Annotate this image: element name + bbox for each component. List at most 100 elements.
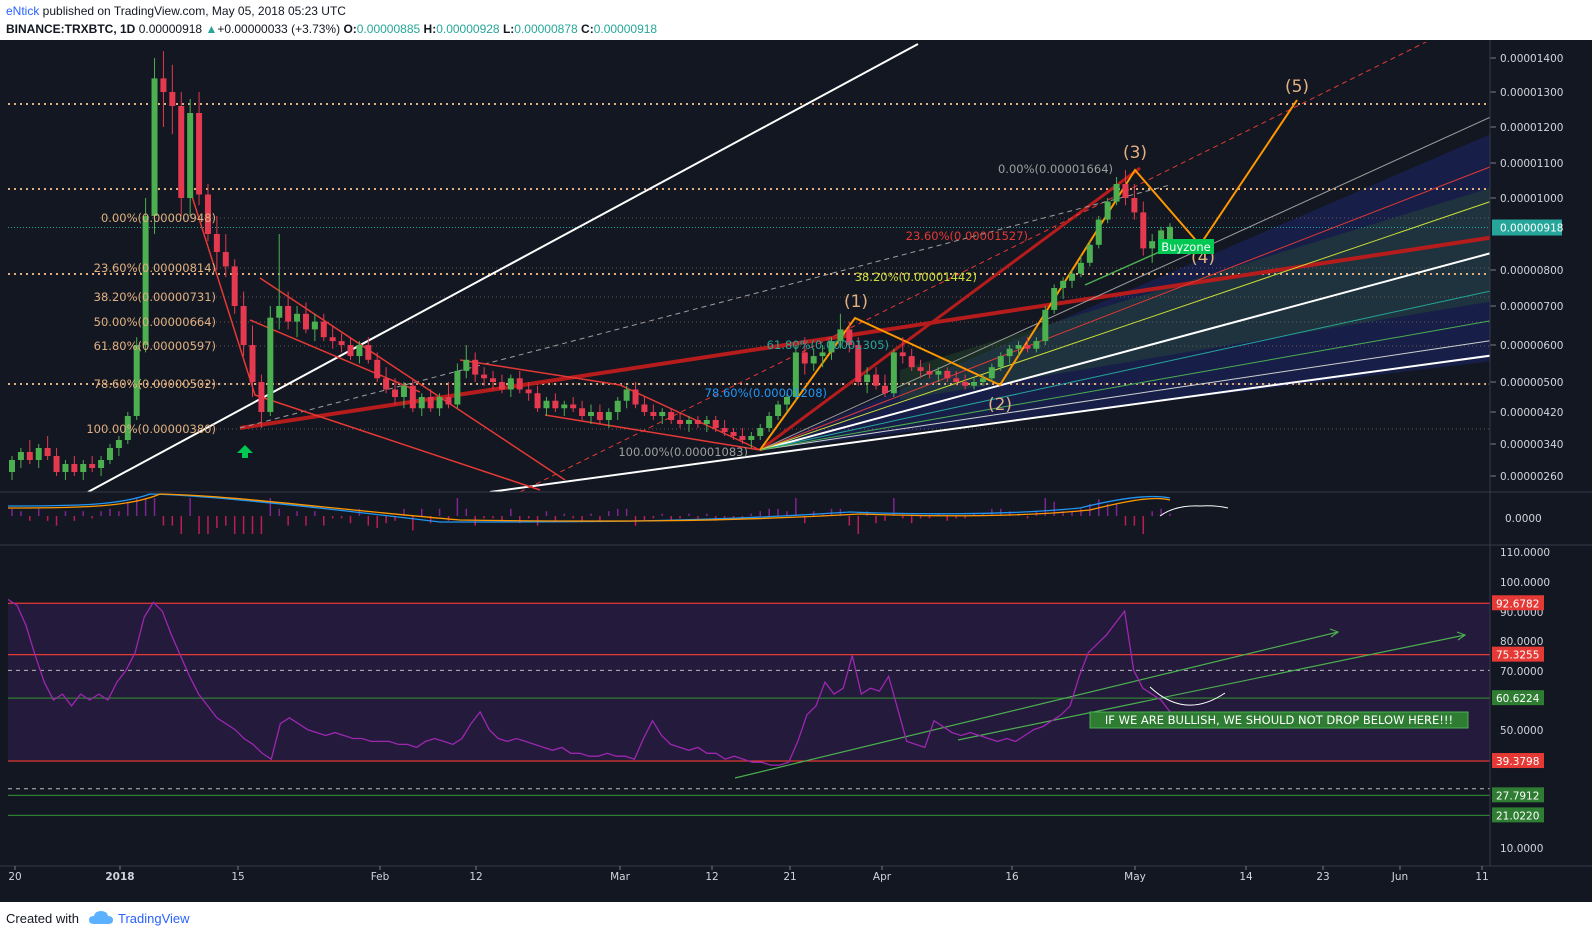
candle — [1042, 306, 1049, 345]
candle — [1104, 198, 1111, 224]
candle — [1095, 216, 1102, 249]
candle — [1006, 345, 1013, 364]
candle — [80, 460, 87, 480]
candle — [766, 412, 773, 432]
candle — [588, 404, 594, 424]
candle — [1086, 241, 1093, 267]
candle — [775, 400, 782, 420]
fib-level-label: 38.20%(0.00000731) — [94, 290, 216, 304]
candle — [53, 448, 60, 476]
rsi-level-badge — [1492, 690, 1544, 706]
candle — [115, 436, 122, 456]
open-label: O: — [343, 22, 357, 36]
current-price-badge — [1492, 219, 1562, 236]
rsi-level-label: 92.6782 — [1496, 598, 1539, 610]
candle — [1140, 201, 1147, 256]
symbol-label[interactable]: BINANCE:TRXBTC, 1D — [6, 22, 136, 36]
candle — [908, 348, 915, 371]
candle — [302, 302, 309, 334]
candle — [837, 313, 844, 349]
tradingview-link[interactable]: TradingView — [118, 911, 190, 926]
candle — [436, 393, 443, 416]
rsi-level-label: 27.7912 — [1496, 790, 1539, 802]
time-tick-label: 15 — [231, 871, 244, 883]
candle — [481, 367, 488, 386]
candle — [338, 333, 345, 353]
candle — [855, 337, 862, 386]
fib-level-label: 78.60%(0.00000502) — [94, 377, 216, 391]
fib-level-label: 23.60%(0.00000814) — [94, 261, 216, 275]
rsi-tick-label: 80.0000 — [1500, 636, 1543, 648]
macd-pane — [0, 491, 1592, 546]
candle — [133, 337, 140, 420]
candle — [748, 432, 755, 448]
candle — [1060, 277, 1067, 299]
candle — [98, 456, 105, 476]
candle — [997, 352, 1004, 371]
candle — [534, 385, 541, 412]
chart-canvas[interactable]: 0.00%(0.00000948) 23.60%(0.00000814) 38.20… — [0, 40, 1592, 902]
up-arrow-icon — [237, 445, 253, 458]
candle — [320, 313, 327, 342]
candle — [356, 341, 363, 364]
candle — [213, 216, 220, 270]
footer-bar: Created with TradingView — [0, 902, 1592, 934]
rsi-level-label: 75.3255 — [1496, 650, 1539, 662]
candle — [899, 337, 906, 364]
rsi-level-label: 39.3798 — [1496, 756, 1539, 768]
candle — [124, 412, 131, 444]
time-tick-label: 23 — [1316, 871, 1329, 883]
candle — [1051, 284, 1058, 314]
candle — [285, 291, 292, 330]
candle — [1069, 270, 1076, 288]
candle — [26, 440, 33, 464]
fib-level-label: 100.00%(0.00000380) — [86, 422, 216, 436]
candle — [267, 306, 274, 416]
open-value: 0.00000885 — [356, 22, 421, 36]
rsi-level-badge — [1492, 595, 1544, 611]
candle — [409, 378, 416, 412]
fib-level-label: 100.00%(0.00001083) — [618, 445, 748, 459]
price-tick-label: 0.00000700 — [1500, 301, 1563, 313]
low-value: 0.00000878 — [514, 22, 578, 36]
time-tick-label: 20 — [8, 871, 21, 883]
candle — [561, 400, 568, 416]
rsi-axis: 110.0000100.000090.000080.000070.000050.… — [1492, 547, 1550, 855]
time-tick-label: Feb — [371, 871, 390, 883]
rsi-level-badge — [1492, 646, 1544, 662]
candle — [1015, 341, 1022, 357]
candle — [1131, 184, 1138, 220]
candle — [828, 337, 835, 360]
time-tick-label: 21 — [783, 871, 796, 883]
candle — [917, 359, 924, 379]
candle — [418, 393, 425, 416]
candle — [650, 404, 657, 420]
candle — [71, 456, 78, 476]
time-tick-label: Mar — [610, 871, 630, 883]
author-link[interactable]: eNtick — [6, 4, 40, 18]
current-price-label: 0.00000918 — [1500, 223, 1563, 235]
candle — [1122, 170, 1129, 206]
price-tick-label: 0.00001400 — [1500, 53, 1563, 65]
symbol-info: BINANCE:TRXBTC, 1D 0.00000918 ▲+0.000000… — [6, 22, 657, 36]
time-tick-label: 16 — [1005, 871, 1019, 883]
price-tick-label: 0.00000420 — [1500, 407, 1563, 419]
candle — [623, 385, 630, 409]
buyzone-label: Buyzone — [1161, 240, 1210, 254]
rsi-annotation: IF WE ARE BULLISH, WE SHOULD NOT DROP BE… — [1089, 711, 1469, 729]
price-tick-label: 0.00000800 — [1500, 265, 1563, 277]
time-tick-label: 14 — [1239, 871, 1253, 883]
candle — [525, 382, 532, 401]
candle — [231, 259, 238, 314]
candle — [596, 404, 603, 424]
rsi-trendlines — [734, 628, 1467, 779]
header-bar: eNtick published on TradingView.com, May… — [0, 0, 1592, 40]
candle — [962, 374, 969, 390]
candle — [694, 416, 701, 428]
time-tick-label: Jun — [1391, 871, 1408, 883]
candle — [730, 428, 737, 440]
buyzone-badge — [1158, 239, 1214, 254]
rsi-tick-label: 10.0000 — [1500, 843, 1543, 855]
candle — [427, 389, 434, 412]
candle — [935, 367, 942, 382]
